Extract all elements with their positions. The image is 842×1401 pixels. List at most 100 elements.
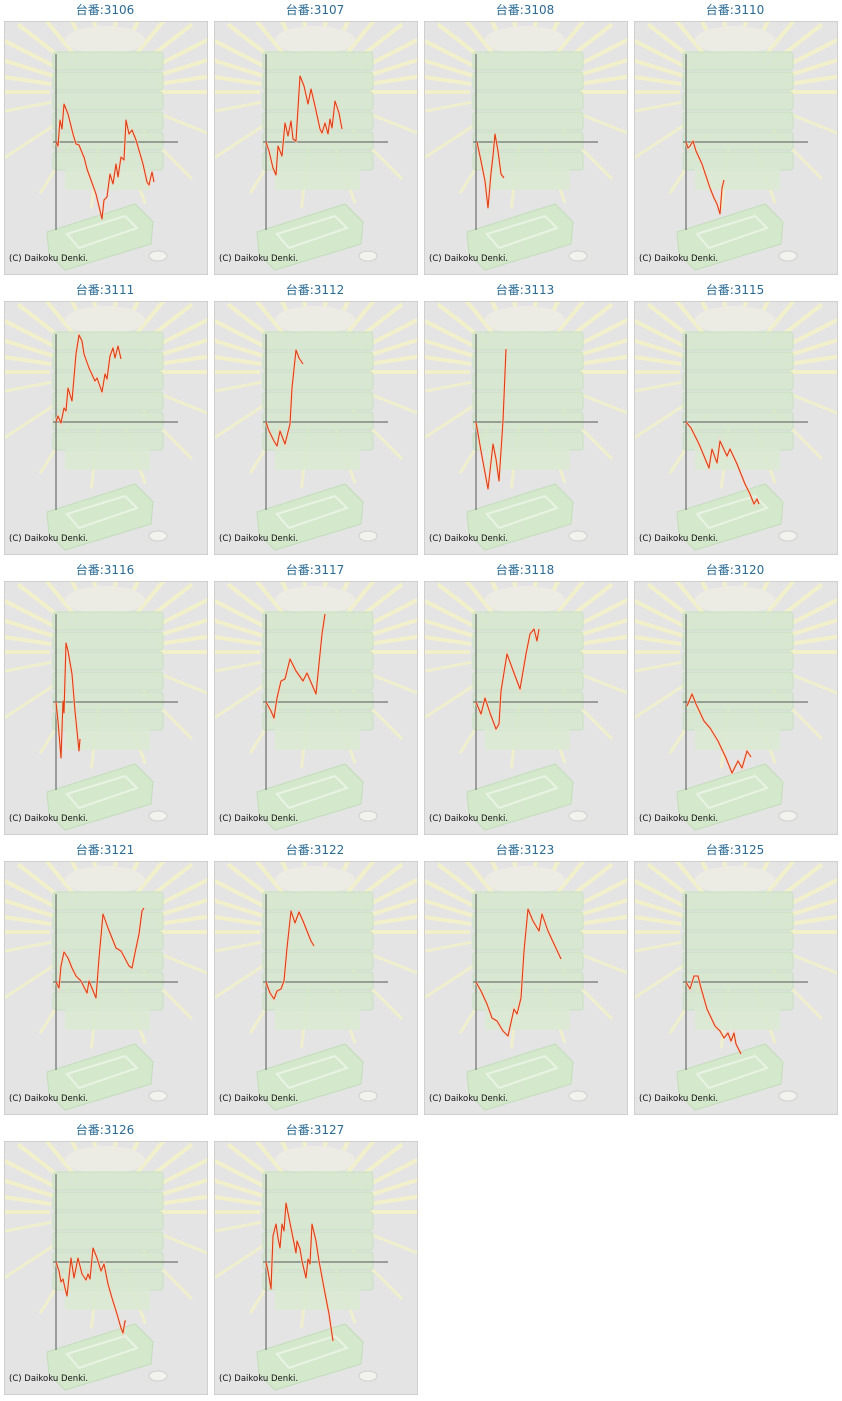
- machine-graph-cell: 台番:3106 (C) Daikoku Denki.: [0, 0, 210, 280]
- background-illustration: [635, 582, 837, 831]
- machine-number-link[interactable]: 台番:3106: [75, 3, 135, 17]
- machine-number-link[interactable]: 台番:3116: [75, 563, 135, 577]
- machine-number-link[interactable]: 台番:3120: [705, 563, 765, 577]
- machine-number-link[interactable]: 台番:3112: [285, 283, 345, 297]
- background-illustration: [215, 302, 417, 551]
- machine-number-link[interactable]: 台番:3111: [75, 283, 135, 297]
- machine-graph-cell: 台番:3122 (C) Daikoku Denki.: [210, 840, 420, 1120]
- series-line: [475, 628, 540, 730]
- graph-panel: (C) Daikoku Denki.: [424, 861, 628, 1115]
- machine-graph-cell: 台番:3107 (C) Daikoku Denki.: [210, 0, 420, 280]
- machine-number-link[interactable]: 台番:3126: [75, 1123, 135, 1137]
- series-line: [265, 910, 315, 1000]
- graph-panel: (C) Daikoku Denki.: [634, 21, 838, 275]
- graph-svg: [5, 1142, 207, 1391]
- series-line: [55, 334, 122, 424]
- copyright-text: (C) Daikoku Denki.: [219, 534, 299, 544]
- machine-number-link[interactable]: 台番:3107: [285, 3, 345, 17]
- copyright-text: (C) Daikoku Denki.: [429, 534, 509, 544]
- graph-svg: [635, 862, 837, 1111]
- machine-graph-cell: 台番:3126 (C) Daikoku Denki.: [0, 1120, 210, 1400]
- series-line: [55, 907, 145, 999]
- graph-panel: (C) Daikoku Denki.: [4, 861, 208, 1115]
- machine-number-link[interactable]: 台番:3115: [705, 283, 765, 297]
- machine-graph-cell: 台番:3108 (C) Daikoku Denki.: [420, 0, 630, 280]
- series-line: [476, 133, 505, 209]
- series-line: [265, 613, 326, 719]
- machine-number-link[interactable]: 台番:3123: [495, 843, 555, 857]
- machine-graph-cell: 台番:3113 (C) Daikoku Denki.: [420, 280, 630, 560]
- graph-panel: (C) Daikoku Denki.: [4, 1141, 208, 1395]
- machine-number-link[interactable]: 台番:3125: [705, 843, 765, 857]
- machine-number-link[interactable]: 台番:3121: [75, 843, 135, 857]
- graph-panel: (C) Daikoku Denki.: [4, 21, 208, 275]
- series-line: [475, 348, 507, 490]
- background-illustration: [5, 22, 207, 271]
- graph-panel: (C) Daikoku Denki.: [4, 581, 208, 835]
- copyright-text: (C) Daikoku Denki.: [9, 814, 89, 824]
- machine-number-link[interactable]: 台番:3113: [495, 283, 555, 297]
- machine-number-link[interactable]: 台番:3108: [495, 3, 555, 17]
- series-line: [55, 1247, 126, 1334]
- graph-svg: [5, 22, 207, 271]
- machine-graph-cell: 台番:3125 (C) Daikoku Denki.: [630, 840, 840, 1120]
- copyright-text: (C) Daikoku Denki.: [9, 1094, 89, 1104]
- background-illustration: [5, 582, 207, 831]
- series-line: [265, 1202, 334, 1342]
- background-illustration: [425, 302, 627, 551]
- graph-svg: [425, 302, 627, 551]
- background-illustration: [635, 22, 837, 271]
- graph-svg: [5, 862, 207, 1111]
- background-illustration: [215, 582, 417, 831]
- machine-graph-cell: 台番:3115 (C) Daikoku Denki.: [630, 280, 840, 560]
- graph-svg: [635, 22, 837, 271]
- machine-graph-cell: 台番:3118 (C) Daikoku Denki.: [420, 560, 630, 840]
- copyright-text: (C) Daikoku Denki.: [639, 254, 719, 264]
- machine-number-link[interactable]: 台番:3122: [285, 843, 345, 857]
- machine-number-link[interactable]: 台番:3127: [285, 1123, 345, 1137]
- copyright-text: (C) Daikoku Denki.: [429, 1094, 509, 1104]
- background-illustration: [635, 862, 837, 1111]
- series-line: [686, 693, 752, 774]
- graph-svg: [635, 582, 837, 831]
- background-illustration: [5, 862, 207, 1111]
- graph-panel: (C) Daikoku Denki.: [424, 301, 628, 555]
- series-line: [685, 975, 742, 1055]
- graph-panel: (C) Daikoku Denki.: [634, 581, 838, 835]
- copyright-text: (C) Daikoku Denki.: [9, 254, 89, 264]
- machine-number-link[interactable]: 台番:3118: [495, 563, 555, 577]
- machine-graph-cell: 台番:3120 (C) Daikoku Denki.: [630, 560, 840, 840]
- series-line: [55, 642, 81, 759]
- graph-svg: [215, 862, 417, 1111]
- graph-panel: (C) Daikoku Denki.: [214, 301, 418, 555]
- background-illustration: [215, 862, 417, 1111]
- graph-panel: (C) Daikoku Denki.: [214, 21, 418, 275]
- series-line: [265, 349, 304, 447]
- background-illustration: [215, 22, 417, 271]
- copyright-text: (C) Daikoku Denki.: [219, 814, 299, 824]
- machine-number-link[interactable]: 台番:3117: [285, 563, 345, 577]
- graph-svg: [425, 862, 627, 1111]
- machine-graph-cell: 台番:3121 (C) Daikoku Denki.: [0, 840, 210, 1120]
- graph-svg: [215, 1142, 417, 1391]
- graph-panel: (C) Daikoku Denki.: [634, 861, 838, 1115]
- series-line: [55, 103, 155, 220]
- graph-svg: [425, 22, 627, 271]
- machine-number-link[interactable]: 台番:3110: [705, 3, 765, 17]
- graph-panel: (C) Daikoku Denki.: [424, 21, 628, 275]
- copyright-text: (C) Daikoku Denki.: [639, 814, 719, 824]
- series-line: [685, 421, 760, 505]
- machine-graph-cell: 台番:3116 (C) Daikoku Denki.: [0, 560, 210, 840]
- graph-panel: (C) Daikoku Denki.: [214, 1141, 418, 1395]
- graph-panel: (C) Daikoku Denki.: [4, 301, 208, 555]
- copyright-text: (C) Daikoku Denki.: [219, 254, 299, 264]
- machine-graph-cell: 台番:3110 (C) Daikoku Denki.: [630, 0, 840, 280]
- background-illustration: [425, 22, 627, 271]
- graph-panel: (C) Daikoku Denki.: [424, 581, 628, 835]
- background-illustration: [215, 1142, 417, 1391]
- background-illustration: [425, 582, 627, 831]
- graph-svg: [425, 582, 627, 831]
- graph-svg: [215, 582, 417, 831]
- copyright-text: (C) Daikoku Denki.: [639, 1094, 719, 1104]
- copyright-text: (C) Daikoku Denki.: [9, 1374, 89, 1384]
